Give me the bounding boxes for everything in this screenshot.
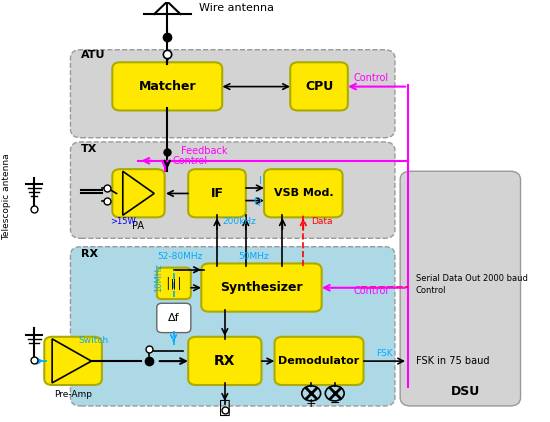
Polygon shape [123,171,154,215]
Text: Data: Data [311,216,333,226]
Text: FSK: FSK [376,349,393,358]
FancyBboxPatch shape [274,337,364,385]
Text: Control: Control [354,286,389,296]
Text: 10MHz: 10MHz [154,264,163,292]
FancyBboxPatch shape [45,337,102,385]
FancyBboxPatch shape [188,337,261,385]
Text: │‖│: │‖│ [164,276,183,289]
Text: RX: RX [214,354,235,368]
Text: Switch: Switch [78,336,108,345]
Polygon shape [52,339,91,383]
Text: IF: IF [211,187,223,200]
Text: Q: Q [254,197,261,207]
Text: +: + [306,398,316,410]
FancyBboxPatch shape [290,62,348,111]
Text: 200kHz: 200kHz [222,216,256,226]
FancyBboxPatch shape [400,171,520,406]
Text: TX: TX [81,144,97,154]
FancyBboxPatch shape [112,62,222,111]
Text: Δf: Δf [168,313,179,323]
Text: 50MHz: 50MHz [238,252,269,261]
Text: DSU: DSU [451,385,480,398]
FancyBboxPatch shape [201,263,322,311]
FancyBboxPatch shape [70,142,395,238]
Text: Demodulator: Demodulator [278,356,360,366]
Text: Control: Control [416,286,447,295]
Text: −: − [329,398,340,410]
Text: Telescopic antenna: Telescopic antenna [2,153,10,240]
FancyBboxPatch shape [70,247,395,406]
Text: Synthesizer: Synthesizer [220,281,303,294]
FancyBboxPatch shape [188,169,246,217]
FancyBboxPatch shape [264,169,343,217]
Text: ATU: ATU [81,50,106,60]
Text: Pre-Amp: Pre-Amp [54,390,92,400]
Text: >15W: >15W [109,217,135,226]
Text: 🎧: 🎧 [219,398,230,417]
Text: Control: Control [354,73,389,83]
Text: Feedback: Feedback [180,146,227,157]
Text: FSK in 75 baud: FSK in 75 baud [416,356,490,366]
FancyBboxPatch shape [157,268,191,299]
Text: VSB Mod.: VSB Mod. [273,189,333,198]
Text: Control: Control [173,156,208,166]
Text: RX: RX [81,249,98,259]
FancyBboxPatch shape [70,50,395,138]
Text: CPU: CPU [305,80,333,93]
Text: Serial Data Out 2000 baud: Serial Data Out 2000 baud [416,273,528,283]
FancyBboxPatch shape [112,169,164,217]
Text: 52-80MHz: 52-80MHz [158,252,203,261]
FancyBboxPatch shape [157,303,191,333]
Text: I: I [258,176,261,186]
Text: PA: PA [133,221,145,231]
Text: Matcher: Matcher [139,80,196,93]
Text: Wire antenna: Wire antenna [199,3,274,13]
